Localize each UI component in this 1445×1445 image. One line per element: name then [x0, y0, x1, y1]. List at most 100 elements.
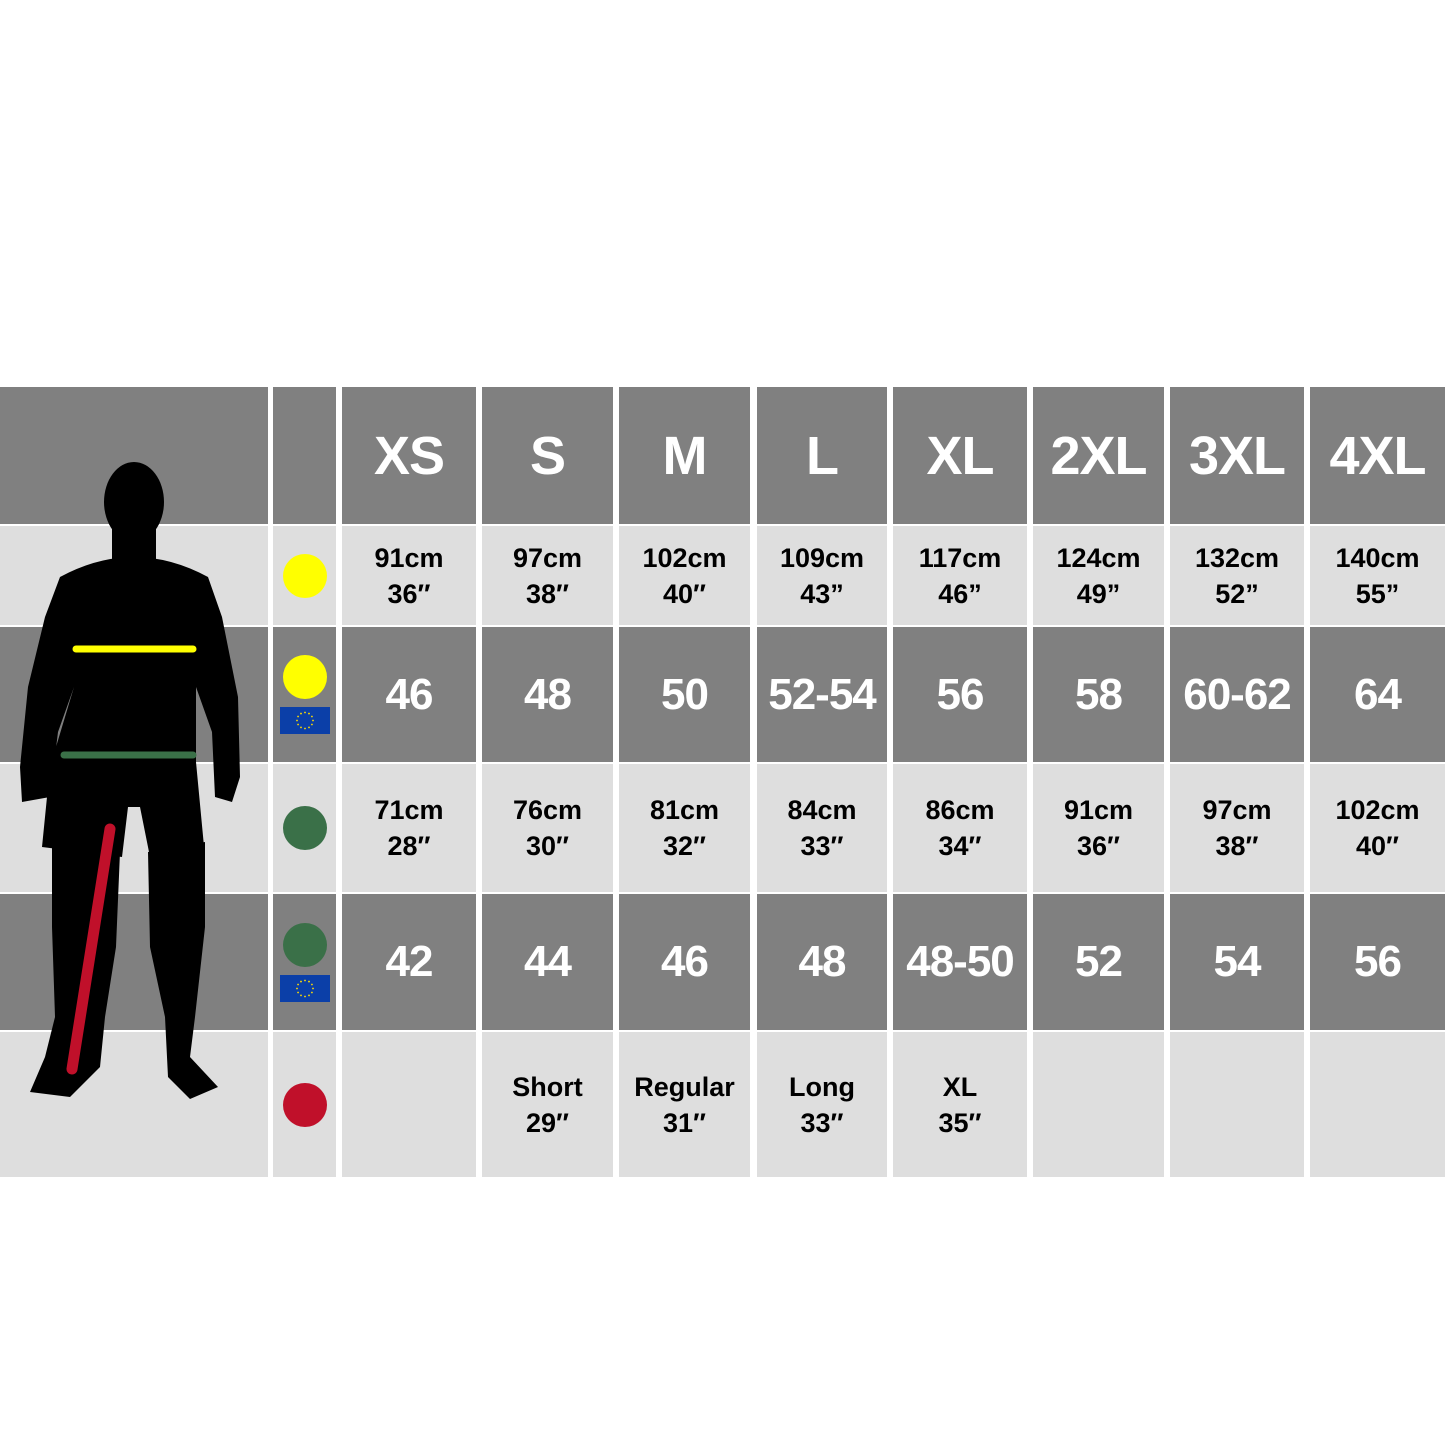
leg-measure-line: [66, 823, 116, 1075]
table-cell: 48-50: [893, 894, 1027, 1030]
cell-line: 49”: [1076, 578, 1121, 609]
cell-line: 31″: [663, 1107, 706, 1138]
table-cell: Regular 31″: [619, 1032, 750, 1177]
cell-line: 91cm: [374, 542, 444, 573]
table-cell: 48: [482, 627, 613, 762]
table-cell: 91cm 36″: [1033, 764, 1164, 892]
cell-line: 40″: [663, 578, 706, 609]
cell-line: 84cm: [787, 795, 857, 825]
table-cell: [1310, 1032, 1445, 1177]
row-icon-cell: [273, 894, 336, 1030]
cell-line: 97cm: [1202, 795, 1272, 825]
cell-line: 109cm: [779, 542, 865, 573]
table-cell: 52-54: [757, 627, 887, 762]
table-cell: 109cm 43”: [757, 526, 887, 625]
size-header-l: L: [757, 387, 887, 524]
table-cell: 48: [757, 894, 887, 1030]
table-cell: 117cm 46”: [893, 526, 1027, 625]
cell-line: 76cm: [512, 795, 583, 825]
cell-line: 117cm: [918, 542, 1002, 573]
size-header-s: S: [482, 387, 613, 524]
cell-line: 34″: [938, 831, 982, 861]
cell-line: 71cm: [374, 795, 444, 825]
chest-yellow-dot-icon: [282, 655, 327, 699]
table-cell: 42: [342, 894, 476, 1030]
table-cell: 71cm 28″: [342, 764, 476, 892]
waist-green-dot-icon: [282, 806, 327, 850]
table-cell: 54: [1170, 894, 1304, 1030]
table-cell: 58: [1033, 627, 1164, 762]
table-cell: 76cm 30″: [482, 764, 613, 892]
figure-row-bg: [0, 1032, 268, 1177]
table-cell: 46: [619, 894, 750, 1030]
table-cell: 91cm 36″: [342, 526, 476, 625]
cell-line: 124cm: [1056, 542, 1141, 573]
cell-line: 97cm: [512, 542, 583, 573]
table-cell: 97cm 38″: [1170, 764, 1304, 892]
leg-red-dot-icon: [282, 1082, 327, 1127]
cell-line: 86cm: [925, 795, 995, 825]
figure-row-bg: [0, 894, 268, 1030]
row-icon-cell: [273, 526, 336, 625]
cell-line: 29″: [526, 1107, 569, 1138]
table-cell: 86cm 34″: [893, 764, 1027, 892]
cell-line: 33″: [800, 831, 844, 861]
size-header-m: M: [619, 387, 750, 524]
cell-line: 140cm: [1335, 542, 1420, 573]
table-cell: Short 29″: [482, 1032, 613, 1177]
row-icon-cell: [273, 764, 336, 892]
table-cell: 64: [1310, 627, 1445, 762]
table-cell: 56: [1310, 894, 1445, 1030]
table-cell: 102cm 40″: [619, 526, 750, 625]
cell-line: 52”: [1215, 578, 1259, 609]
size-header-xl: XL: [893, 387, 1027, 524]
table-cell: 60-62: [1170, 627, 1304, 762]
cell-line: 46”: [938, 578, 982, 609]
row-icon-cell: [273, 1032, 336, 1177]
table-cell: 46: [342, 627, 476, 762]
body-silhouette-figure: [20, 462, 240, 1099]
row-icon-cell: [273, 627, 336, 762]
man-silhouette: [20, 462, 240, 1099]
table-cell: 84cm 33″: [757, 764, 887, 892]
table-cell: 97cm 38″: [482, 526, 613, 625]
cell-line: 35″: [938, 1107, 982, 1138]
size-header-4xl: 4XL: [1310, 387, 1445, 524]
cell-line: 30″: [526, 831, 569, 861]
table-cell: [342, 1032, 476, 1177]
table-cell: 102cm 40″: [1310, 764, 1445, 892]
table-cell: 140cm 55”: [1310, 526, 1445, 625]
eu-flag-icon: [279, 707, 330, 734]
cell-line: 102cm: [1335, 795, 1420, 825]
cell-line: 32″: [663, 831, 706, 861]
cell-line: 36″: [1077, 831, 1120, 861]
cell-line: 36″: [387, 578, 431, 609]
table-cell: Long 33″: [757, 1032, 887, 1177]
table-cell: 44: [482, 894, 613, 1030]
table-cell: [1033, 1032, 1164, 1177]
table-cell: 52: [1033, 894, 1164, 1030]
cell-line: 38″: [526, 578, 569, 609]
eu-flag-icon: [279, 974, 330, 1002]
waist-green-dot-icon: [282, 922, 327, 967]
table-cell: [1170, 1032, 1304, 1177]
cell-line: Regular: [634, 1071, 735, 1102]
table-cell: 124cm 49”: [1033, 526, 1164, 625]
cell-line: 102cm: [642, 542, 727, 573]
table-cell: 50: [619, 627, 750, 762]
cell-line: 91cm: [1063, 795, 1134, 825]
cell-line: Long: [789, 1071, 855, 1102]
size-header-2xl: 2XL: [1033, 387, 1164, 524]
icon-header-cell: [273, 387, 336, 524]
cell-line: 40″: [1356, 831, 1399, 861]
table-cell: 132cm 52”: [1170, 526, 1304, 625]
chest-yellow-dot-icon: [282, 553, 327, 598]
cell-line: 55”: [1355, 578, 1400, 609]
cell-line: 28″: [387, 831, 431, 861]
cell-line: 33″: [800, 1107, 844, 1138]
table-cell: 56: [893, 627, 1027, 762]
cell-line: 38″: [1215, 831, 1259, 861]
table-cell: 81cm 32″: [619, 764, 750, 892]
cell-line: Short: [512, 1071, 583, 1102]
size-header-3xl: 3XL: [1170, 387, 1304, 524]
